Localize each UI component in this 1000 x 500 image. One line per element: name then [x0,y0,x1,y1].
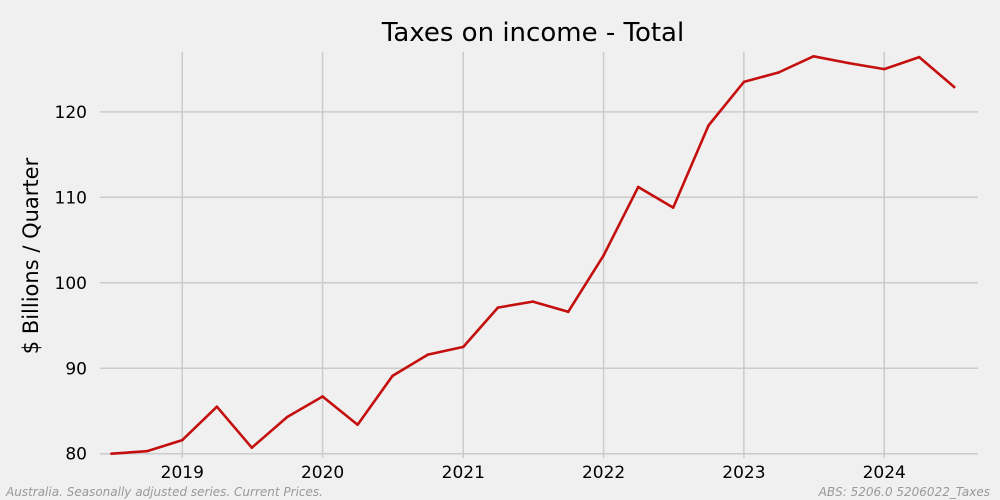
x-tick-label: 2023 [722,463,765,483]
chart-title: Taxes on income - Total [381,18,684,48]
data-point [285,415,289,419]
series-group [110,54,956,456]
footnote-right: ABS: 5206.0 5206022_Taxes [818,485,990,499]
grid [100,52,978,458]
data-point [250,446,254,450]
y-axis: 80 90 100 110 120 [55,103,87,465]
data-point [777,71,780,74]
x-tick-label: 2020 [301,463,344,483]
data-point [636,185,640,189]
data-point [531,300,535,303]
data-point [461,345,465,349]
data-point [707,124,710,127]
data-point [391,374,394,378]
footnote-left: Australia. Seasonally adjusted series. C… [5,485,323,499]
data-point [426,353,430,356]
x-tick-label: 2022 [582,463,625,483]
x-tick-label: 2019 [161,463,204,483]
data-point [356,423,359,426]
data-point [882,67,886,71]
data-point [110,452,113,456]
data-point [180,438,184,442]
y-tick-label: 80 [65,445,87,465]
y-tick-label: 100 [55,274,87,294]
x-tick-label: 2024 [863,463,906,483]
x-tick-label: 2021 [442,463,485,483]
y-axis-label: $ Billions / Quarter [19,157,43,354]
data-point [742,80,746,84]
data-point [602,254,605,257]
data-point [496,306,500,309]
data-point [952,85,956,89]
data-point [145,449,149,453]
data-point [917,55,921,59]
data-point [671,206,675,209]
data-point [321,395,324,398]
y-tick-label: 120 [55,103,87,123]
data-point [215,405,219,409]
y-tick-label: 90 [65,359,87,379]
x-axis: 2019 2020 2021 2022 2023 2024 [161,463,906,483]
y-tick-label: 110 [55,188,87,208]
data-point [566,310,570,314]
data-point [812,54,815,58]
data-point [847,61,851,65]
